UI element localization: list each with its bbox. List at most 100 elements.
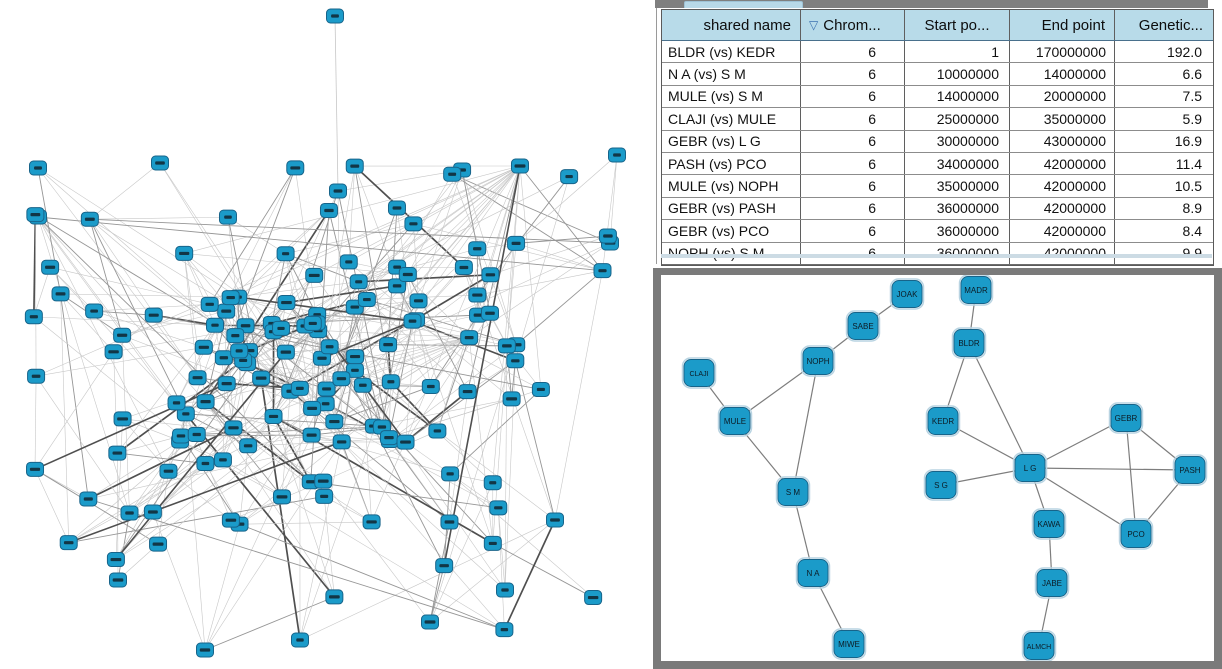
table-cell[interactable]: 6 bbox=[801, 242, 905, 264]
network-node[interactable] bbox=[175, 245, 194, 261]
filter-icon[interactable]: ▽ bbox=[809, 18, 819, 32]
network-node[interactable] bbox=[252, 370, 271, 386]
network-edge-l-g-pco[interactable] bbox=[1029, 467, 1137, 535]
network-node[interactable] bbox=[277, 295, 296, 311]
network-node[interactable] bbox=[441, 466, 460, 482]
network-node[interactable] bbox=[176, 406, 195, 422]
table-cell[interactable]: 6 bbox=[801, 85, 905, 108]
network-node[interactable] bbox=[326, 8, 344, 24]
network-node-gebr[interactable]: GEBR bbox=[1108, 402, 1144, 434]
table-cell[interactable]: 5.9 bbox=[1182, 110, 1202, 127]
network-node[interactable] bbox=[79, 491, 98, 507]
table-row[interactable]: NOPH (vs) S M636000000420000009.9 bbox=[662, 242, 1213, 265]
network-node[interactable] bbox=[511, 158, 529, 174]
network-node-n-a[interactable]: N A bbox=[795, 557, 831, 589]
network-node-bldr[interactable]: BLDR bbox=[951, 327, 987, 359]
network-node[interactable] bbox=[332, 434, 351, 450]
network-node[interactable] bbox=[151, 155, 169, 171]
network-node[interactable] bbox=[303, 315, 322, 331]
table-cell[interactable]: 30000000 bbox=[905, 130, 1010, 152]
network-node[interactable] bbox=[481, 267, 500, 283]
network-node[interactable] bbox=[239, 438, 258, 454]
network-node[interactable] bbox=[403, 313, 422, 329]
network-node[interactable] bbox=[24, 309, 43, 325]
network-node[interactable] bbox=[305, 267, 324, 283]
table-cell[interactable]: 10000000 bbox=[905, 63, 1010, 85]
network-node[interactable] bbox=[460, 330, 479, 346]
network-node[interactable] bbox=[194, 339, 213, 355]
network-node[interactable] bbox=[224, 420, 243, 436]
network-node[interactable] bbox=[188, 370, 207, 386]
network-node[interactable] bbox=[302, 427, 321, 443]
network-node[interactable] bbox=[381, 374, 400, 390]
network-node-claji[interactable]: CLAJI bbox=[681, 357, 717, 389]
network-node[interactable] bbox=[196, 642, 214, 658]
table-cell[interactable]: N A (vs) S M bbox=[662, 63, 801, 85]
network-node[interactable] bbox=[319, 202, 338, 218]
table-cell[interactable]: 1 bbox=[905, 41, 1010, 63]
network-node[interactable] bbox=[379, 337, 398, 353]
network-edge-bldr-l-g[interactable] bbox=[968, 342, 1031, 469]
network-node[interactable] bbox=[320, 339, 339, 355]
network-node[interactable] bbox=[325, 414, 344, 430]
table-cell[interactable]: 20000000 bbox=[1010, 85, 1115, 108]
network-node[interactable] bbox=[290, 380, 309, 396]
network-node[interactable] bbox=[483, 535, 502, 551]
network-node[interactable] bbox=[560, 169, 579, 185]
network-node[interactable] bbox=[428, 423, 447, 439]
network-node[interactable] bbox=[214, 350, 233, 366]
network-node[interactable] bbox=[144, 307, 163, 323]
table-cell[interactable]: 14000000 bbox=[905, 85, 1010, 108]
network-node[interactable] bbox=[85, 303, 104, 319]
network-node[interactable] bbox=[59, 535, 78, 551]
network-node[interactable] bbox=[593, 263, 612, 279]
network-node[interactable] bbox=[221, 290, 240, 306]
network-node[interactable] bbox=[149, 536, 168, 552]
network-node[interactable] bbox=[264, 408, 283, 424]
network-edge-gebr-pco[interactable] bbox=[1125, 417, 1137, 535]
table-row[interactable]: GEBR (vs) PCO 6 36000000 42000000 8.4 bbox=[662, 220, 1213, 243]
table-cell[interactable]: 192.0 bbox=[1166, 43, 1202, 60]
network-node[interactable] bbox=[29, 160, 47, 176]
table-cell[interactable]: 25000000 bbox=[905, 108, 1010, 130]
network-node[interactable] bbox=[206, 317, 225, 333]
table-row[interactable]: N A (vs) S M 6 10000000 14000000 6.6 bbox=[662, 63, 1213, 86]
table-cell[interactable]: GEBR (vs) L G bbox=[662, 130, 801, 152]
table-row[interactable]: MULE (vs) NOPH 6 35000000 42000000 10.5 bbox=[662, 175, 1213, 198]
network-node[interactable] bbox=[108, 445, 127, 461]
network-node[interactable] bbox=[106, 552, 125, 568]
network-node[interactable] bbox=[51, 286, 70, 302]
network-node[interactable] bbox=[221, 512, 240, 528]
table-cell[interactable]: 6 bbox=[801, 130, 905, 152]
table-horizontal-scrollbar[interactable] bbox=[661, 254, 1212, 258]
table-row[interactable]: CLAJI (vs) MULE 6 25000000 35000000 5.9 bbox=[662, 108, 1213, 131]
network-node[interactable] bbox=[167, 395, 186, 411]
table-cell[interactable]: 6 bbox=[801, 175, 905, 197]
column-header-shared-name[interactable]: shared name bbox=[662, 10, 801, 40]
network-node[interactable] bbox=[495, 622, 514, 638]
network-node-l-g[interactable]: L G bbox=[1012, 452, 1048, 484]
network-node[interactable] bbox=[196, 394, 215, 410]
column-header-start-po[interactable]: Start po... bbox=[905, 10, 1010, 40]
network-node[interactable] bbox=[314, 473, 333, 489]
network-node[interactable] bbox=[345, 158, 364, 174]
network-node[interactable] bbox=[584, 590, 603, 606]
network-node[interactable] bbox=[387, 200, 406, 216]
network-node-pco[interactable]: PCO bbox=[1118, 518, 1154, 550]
network-node[interactable] bbox=[276, 246, 295, 262]
network-node[interactable] bbox=[41, 259, 60, 275]
network-node[interactable] bbox=[291, 632, 309, 648]
network-node[interactable] bbox=[421, 614, 439, 630]
table-cell[interactable]: 34000000 bbox=[905, 152, 1010, 175]
network-node[interactable] bbox=[443, 166, 462, 182]
network-node-almch[interactable]: ALMCH bbox=[1021, 630, 1057, 661]
table-cell[interactable]: 7.5 bbox=[1182, 88, 1202, 105]
network-node[interactable] bbox=[608, 147, 626, 163]
column-header-chrom[interactable]: ▽ Chrom... bbox=[801, 10, 905, 40]
table-cell[interactable]: 8.4 bbox=[1182, 222, 1202, 239]
network-node[interactable] bbox=[497, 338, 516, 354]
network-node[interactable] bbox=[272, 320, 291, 336]
network-node[interactable] bbox=[357, 292, 376, 308]
network-node[interactable] bbox=[421, 378, 440, 394]
table-cell[interactable]: BLDR (vs) KEDR bbox=[662, 41, 801, 63]
